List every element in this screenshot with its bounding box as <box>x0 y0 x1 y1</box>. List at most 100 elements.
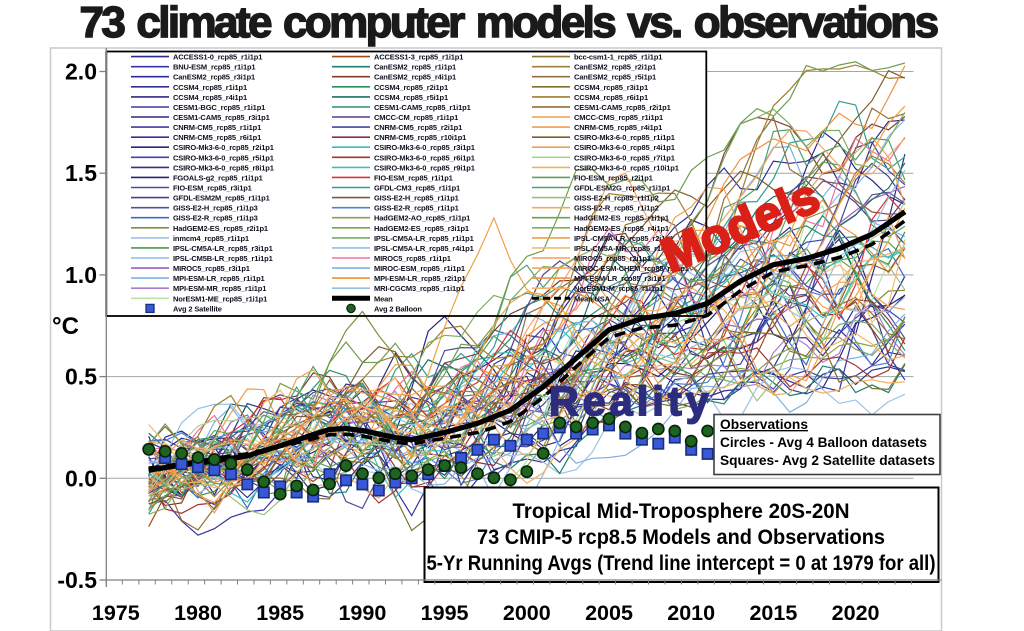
svg-text:GISS-E2-H_rcp85_r1i1p3: GISS-E2-H_rcp85_r1i1p3 <box>173 204 258 213</box>
svg-text:MIROC5_rcp85_r1i1p1: MIROC5_rcp85_r1i1p1 <box>374 254 451 263</box>
svg-text:MPI-ESM-LR_rcp85_r3i1p1: MPI-ESM-LR_rcp85_r3i1p1 <box>574 274 666 283</box>
svg-text:GISS-E2-R_rcp85_r1i1p1: GISS-E2-R_rcp85_r1i1p1 <box>374 204 459 213</box>
svg-text:GISS-E2-H_rcp85_r1i1p2: GISS-E2-H_rcp85_r1i1p2 <box>574 194 659 203</box>
svg-text:Avg 2 Balloon: Avg 2 Balloon <box>374 304 422 313</box>
svg-text:CCSM4_rcp85_r3i1p1: CCSM4_rcp85_r3i1p1 <box>574 83 648 92</box>
svg-text:Mean: Mean <box>374 294 393 303</box>
svg-text:CSIRO-Mk3-6-0_rcp85_r7i1p1: CSIRO-Mk3-6-0_rcp85_r7i1p1 <box>574 153 675 162</box>
svg-text:-0.5: -0.5 <box>57 567 97 593</box>
svg-text:1985: 1985 <box>256 601 304 625</box>
svg-text:CNRM-CM5_rcp85_r1i1p1: CNRM-CM5_rcp85_r1i1p1 <box>173 123 261 132</box>
svg-text:MPI-ESM-LR_rcp85_r1i1p1: MPI-ESM-LR_rcp85_r1i1p1 <box>173 274 265 283</box>
svg-text:CSIRO-Mk3-6-0_rcp85_r5i1p1: CSIRO-Mk3-6-0_rcp85_r5i1p1 <box>173 153 274 162</box>
svg-text:ACCESS1-0_rcp85_r1i1p1: ACCESS1-0_rcp85_r1i1p1 <box>173 53 262 62</box>
svg-text:CCSM4_rcp85_r5i1p1: CCSM4_rcp85_r5i1p1 <box>374 93 448 102</box>
svg-text:ACCESS1-3_rcp85_r1i1p1: ACCESS1-3_rcp85_r1i1p1 <box>374 53 463 62</box>
svg-text:IPSL-CM5A-LR_rcp85_r4i1p1: IPSL-CM5A-LR_rcp85_r4i1p1 <box>374 244 474 253</box>
svg-text:CSIRO-Mk3-6-0_rcp85_r9i1p1: CSIRO-Mk3-6-0_rcp85_r9i1p1 <box>374 163 475 172</box>
svg-text:GISS-E2-R_rcp85_r1i1p3: GISS-E2-R_rcp85_r1i1p3 <box>173 214 258 223</box>
svg-text:CCSM4_rcp85_r2i1p1: CCSM4_rcp85_r2i1p1 <box>374 83 448 92</box>
svg-text:1.5: 1.5 <box>65 160 97 186</box>
svg-text:GISS-E2-H_rcp85_r1i1p1: GISS-E2-H_rcp85_r1i1p1 <box>374 194 459 203</box>
svg-text:2015: 2015 <box>749 601 797 625</box>
svg-text:Reality: Reality <box>549 378 713 424</box>
svg-text:Mean USA: Mean USA <box>574 294 611 303</box>
svg-text:HadGEM2-ES_rcp85_r4i1p1: HadGEM2-ES_rcp85_r4i1p1 <box>574 224 669 233</box>
svg-text:2005: 2005 <box>585 601 633 625</box>
svg-text:CSIRO-Mk3-6-0_rcp85_r6i1p1: CSIRO-Mk3-6-0_rcp85_r6i1p1 <box>374 153 475 162</box>
svg-text:FIO-ESM_rcp85_r3i1p1: FIO-ESM_rcp85_r3i1p1 <box>173 184 252 193</box>
svg-text:BNU-ESM_rcp85_r1i1p1: BNU-ESM_rcp85_r1i1p1 <box>173 63 255 72</box>
svg-text:CSIRO-Mk3-6-0_rcp85_r8i1p1: CSIRO-Mk3-6-0_rcp85_r8i1p1 <box>173 163 274 172</box>
svg-text:HadGEM2-ES_rcp85_r3i1p1: HadGEM2-ES_rcp85_r3i1p1 <box>374 224 469 233</box>
svg-text:FIO-ESM_rcp85_r1i1p1: FIO-ESM_rcp85_r1i1p1 <box>374 173 453 182</box>
svg-text:MPI-ESM-MR_rcp85_r1i1p1: MPI-ESM-MR_rcp85_r1i1p1 <box>173 284 266 293</box>
svg-text:2020: 2020 <box>832 601 880 625</box>
svg-text:1990: 1990 <box>338 601 386 625</box>
svg-text:0.5: 0.5 <box>65 364 97 390</box>
svg-text:NorESM1-ME_rcp85_r1i1p1: NorESM1-ME_rcp85_r1i1p1 <box>173 294 267 303</box>
svg-text:NorESM1-M_rcp85_r1i1p1: NorESM1-M_rcp85_r1i1p1 <box>574 284 663 293</box>
svg-text:GFDL-ESM2M_rcp85_r1i1p1: GFDL-ESM2M_rcp85_r1i1p1 <box>173 194 270 203</box>
svg-text:Tropical Mid-Troposphere 20S-2: Tropical Mid-Troposphere 20S-20N <box>513 499 850 523</box>
svg-text:CanESM2_rcp85_r1i1p1: CanESM2_rcp85_r1i1p1 <box>374 63 456 72</box>
svg-text:2010: 2010 <box>667 601 715 625</box>
svg-text:IPSL-CM5B-LR_rcp85_r1i1p1: IPSL-CM5B-LR_rcp85_r1i1p1 <box>173 254 273 263</box>
svg-text:CNRM-CM5_rcp85_r2i1p1: CNRM-CM5_rcp85_r2i1p1 <box>374 123 462 132</box>
svg-text:CESM1-CAM5_rcp85_r3i1p1: CESM1-CAM5_rcp85_r3i1p1 <box>173 113 270 122</box>
svg-text:CCSM4_rcp85_r6i1p1: CCSM4_rcp85_r6i1p1 <box>574 93 648 102</box>
svg-text:MIROC5_rcp85_r2i1p1: MIROC5_rcp85_r2i1p1 <box>574 254 651 263</box>
svg-text:73 CMIP-5 rcp8.5 Models and Ob: 73 CMIP-5 rcp8.5 Models and Observations <box>477 525 885 549</box>
svg-text:1.0: 1.0 <box>65 262 97 288</box>
svg-text:CNRM-CM5_rcp85_r10i1p1: CNRM-CM5_rcp85_r10i1p1 <box>374 133 466 142</box>
svg-text:CanESM2_rcp85_r3i1p1: CanESM2_rcp85_r3i1p1 <box>173 73 255 82</box>
svg-text:CanESM2_rcp85_r2i1p1: CanESM2_rcp85_r2i1p1 <box>574 63 656 72</box>
svg-text:Squares- Avg 2 Satellite datas: Squares- Avg 2 Satellite datasets <box>720 453 935 468</box>
svg-text:MPI-ESM-LR_rcp85_r2i1p1: MPI-ESM-LR_rcp85_r2i1p1 <box>374 274 466 283</box>
svg-text:Observations: Observations <box>720 417 808 432</box>
svg-text:HadGEM2-ES_rcp85_r1i1p1: HadGEM2-ES_rcp85_r1i1p1 <box>574 214 669 223</box>
svg-text:2.0: 2.0 <box>65 59 97 85</box>
svg-text:1980: 1980 <box>174 601 222 625</box>
svg-text:Avg 2 Satellite: Avg 2 Satellite <box>173 304 222 313</box>
svg-text:MIROC-ESM-CHEM_rcp85_r1i1p1: MIROC-ESM-CHEM_rcp85_r1i1p1 <box>574 264 689 273</box>
svg-text:GFDL-ESM2G_rcp85_r1i1p1: GFDL-ESM2G_rcp85_r1i1p1 <box>574 184 670 193</box>
svg-text:0.0: 0.0 <box>65 465 97 491</box>
svg-text:HadGEM2-AO_rcp85_r1i1p1: HadGEM2-AO_rcp85_r1i1p1 <box>374 214 470 223</box>
svg-text:IPSL-CM5A-LR_rcp85_r3i1p1: IPSL-CM5A-LR_rcp85_r3i1p1 <box>173 244 273 253</box>
svg-text:CSIRO-Mk3-6-0_rcp85_r10i1p1: CSIRO-Mk3-6-0_rcp85_r10i1p1 <box>574 163 679 172</box>
svg-text:FIO-ESM_rcp85_r2i1p1: FIO-ESM_rcp85_r2i1p1 <box>574 173 653 182</box>
svg-text:Circles - Avg 4 Balloon datase: Circles - Avg 4 Balloon datasets <box>720 435 927 450</box>
svg-text:5-Yr Running Avgs (Trend line: 5-Yr Running Avgs (Trend line intercept … <box>427 551 936 575</box>
svg-text:IPSL-CM5A-LR_rcp85_r2i1p1: IPSL-CM5A-LR_rcp85_r2i1p1 <box>574 234 674 243</box>
svg-text:CNRM-CM5_rcp85_r6i1p1: CNRM-CM5_rcp85_r6i1p1 <box>173 133 261 142</box>
svg-text:CESM1-CAM5_rcp85_r1i1p1: CESM1-CAM5_rcp85_r1i1p1 <box>374 103 471 112</box>
svg-text:1995: 1995 <box>421 601 469 625</box>
svg-text:CMCC-CM_rcp85_r1i1p1: CMCC-CM_rcp85_r1i1p1 <box>374 113 458 122</box>
svg-text:CNRM-CM5_rcp85_r4i1p1: CNRM-CM5_rcp85_r4i1p1 <box>574 123 662 132</box>
svg-text:CCSM4_rcp85_r4i1p1: CCSM4_rcp85_r4i1p1 <box>173 93 247 102</box>
svg-text:2000: 2000 <box>503 601 551 625</box>
svg-text:CESM1-CAM5_rcp85_r2i1p1: CESM1-CAM5_rcp85_r2i1p1 <box>574 103 671 112</box>
svg-text:CanESM2_rcp85_r4i1p1: CanESM2_rcp85_r4i1p1 <box>374 73 456 82</box>
svg-text:CMCC-CMS_rcp85_r1i1p1: CMCC-CMS_rcp85_r1i1p1 <box>574 113 663 122</box>
svg-text:CESM1-BGC_rcp85_r1i1p1: CESM1-BGC_rcp85_r1i1p1 <box>173 103 265 112</box>
svg-text:CCSM4_rcp85_r1i1p1: CCSM4_rcp85_r1i1p1 <box>173 83 247 92</box>
svg-text:CSIRO-Mk3-6-0_rcp85_r2i1p1: CSIRO-Mk3-6-0_rcp85_r2i1p1 <box>173 143 274 152</box>
svg-text:MIROC5_rcp85_r3i1p1: MIROC5_rcp85_r3i1p1 <box>173 264 250 273</box>
svg-text:IPSL-CM5A-LR_rcp85_r1i1p1: IPSL-CM5A-LR_rcp85_r1i1p1 <box>374 234 474 243</box>
svg-text:IPSL-CM5A-MR_rcp85_r1i1p1: IPSL-CM5A-MR_rcp85_r1i1p1 <box>574 244 675 253</box>
svg-text:MRI-CGCM3_rcp85_r1i1p1: MRI-CGCM3_rcp85_r1i1p1 <box>374 284 464 293</box>
svg-text:CSIRO-Mk3-6-0_rcp85_r1i1p1: CSIRO-Mk3-6-0_rcp85_r1i1p1 <box>574 133 675 142</box>
svg-text:inmcm4_rcp85_r1i1p1: inmcm4_rcp85_r1i1p1 <box>173 234 249 243</box>
svg-text:FGOALS-g2_rcp85_r1i1p1: FGOALS-g2_rcp85_r1i1p1 <box>173 173 263 182</box>
svg-text:CSIRO-Mk3-6-0_rcp85_r4i1p1: CSIRO-Mk3-6-0_rcp85_r4i1p1 <box>574 143 675 152</box>
svg-text:GFDL-CM3_rcp85_r1i1p1: GFDL-CM3_rcp85_r1i1p1 <box>374 184 460 193</box>
svg-text:HadGEM2-ES_rcp85_r2i1p1: HadGEM2-ES_rcp85_r2i1p1 <box>173 224 268 233</box>
svg-text:1975: 1975 <box>92 601 140 625</box>
svg-text:bcc-csm1-1_rcp85_r1i1p1: bcc-csm1-1_rcp85_r1i1p1 <box>574 53 662 62</box>
svg-text:CanESM2_rcp85_r5i1p1: CanESM2_rcp85_r5i1p1 <box>574 73 656 82</box>
svg-text:CSIRO-Mk3-6-0_rcp85_r3i1p1: CSIRO-Mk3-6-0_rcp85_r3i1p1 <box>374 143 475 152</box>
svg-text:MIROC-ESM_rcp85_r1i1p1: MIROC-ESM_rcp85_r1i1p1 <box>374 264 465 273</box>
svg-text:°C: °C <box>52 313 79 340</box>
